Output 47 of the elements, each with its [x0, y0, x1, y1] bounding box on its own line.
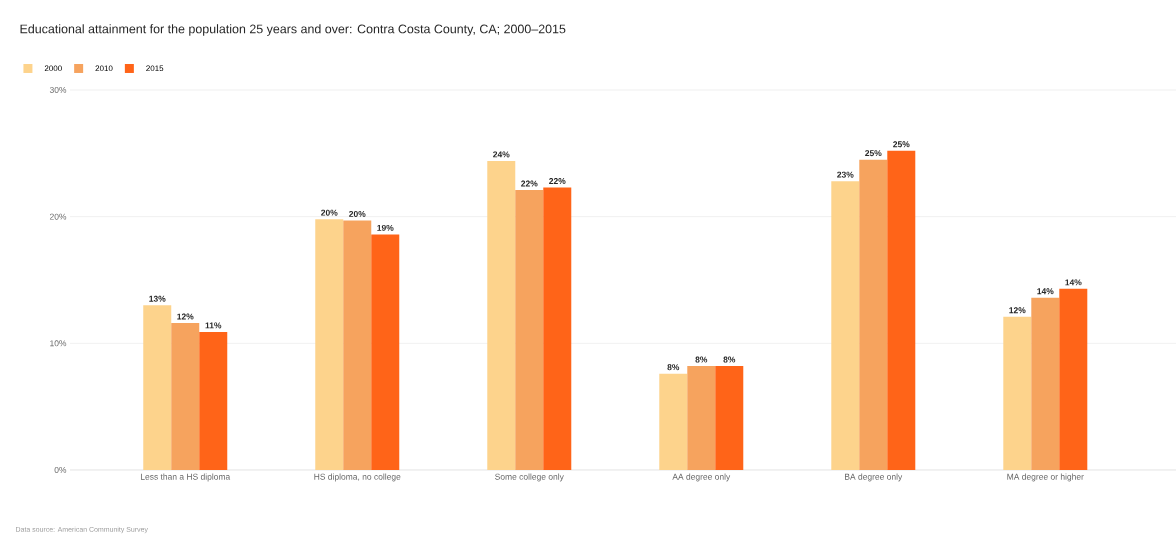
x-tick-label: MA degree or higher [1007, 473, 1084, 482]
data-label: 25% [893, 141, 910, 148]
data-label: 8% [723, 356, 736, 363]
y-tick-label: 10% [50, 340, 67, 347]
data-label: 23% [837, 171, 854, 178]
bar [687, 366, 716, 470]
bar [1031, 297, 1060, 470]
bar [887, 150, 916, 470]
data-label: 8% [695, 356, 708, 363]
x-tick-label: Less than a HS diploma [140, 473, 231, 482]
bar [371, 234, 400, 470]
bar [171, 323, 200, 470]
data-label: 11% [205, 322, 222, 329]
bar [859, 159, 888, 470]
data-label: 22% [549, 178, 566, 184]
data-label: 14% [1065, 279, 1082, 286]
bar [515, 190, 544, 470]
data-label: 19% [377, 224, 394, 231]
data-label: 20% [321, 209, 338, 216]
chart-title: Educational attainment for the population 25 years and over: Contra Costa County, CA; 2000–2015 [20, 24, 566, 36]
bar [487, 160, 516, 470]
data-label: 20% [349, 210, 366, 217]
bar [343, 220, 372, 470]
x-tick-label: BA degree only [845, 473, 903, 482]
x-tick-label: HS diploma, no college [314, 473, 401, 482]
bar [199, 331, 228, 470]
y-tick-label: 30% [49, 86, 67, 93]
data-label: 8% [667, 364, 680, 371]
y-tick-label: 0% [54, 466, 67, 473]
bar [1003, 316, 1032, 470]
data-label: 24% [493, 151, 510, 158]
bar [315, 219, 344, 470]
data-label: 22% [521, 180, 538, 187]
data-label: 14% [1037, 288, 1054, 295]
x-tick-label: AA degree only [672, 473, 731, 482]
bar [715, 366, 744, 470]
data-label: 12% [1009, 307, 1026, 314]
bar [543, 187, 572, 470]
bar [1059, 288, 1088, 470]
bar [659, 373, 688, 470]
y-tick-label: 20% [49, 213, 67, 220]
bar [831, 181, 860, 470]
bar [143, 305, 172, 470]
x-tick-label: Some college only [495, 473, 564, 482]
data-label: 25% [865, 150, 882, 157]
data-label: 12% [177, 313, 194, 320]
data-label: 13% [149, 295, 166, 302]
